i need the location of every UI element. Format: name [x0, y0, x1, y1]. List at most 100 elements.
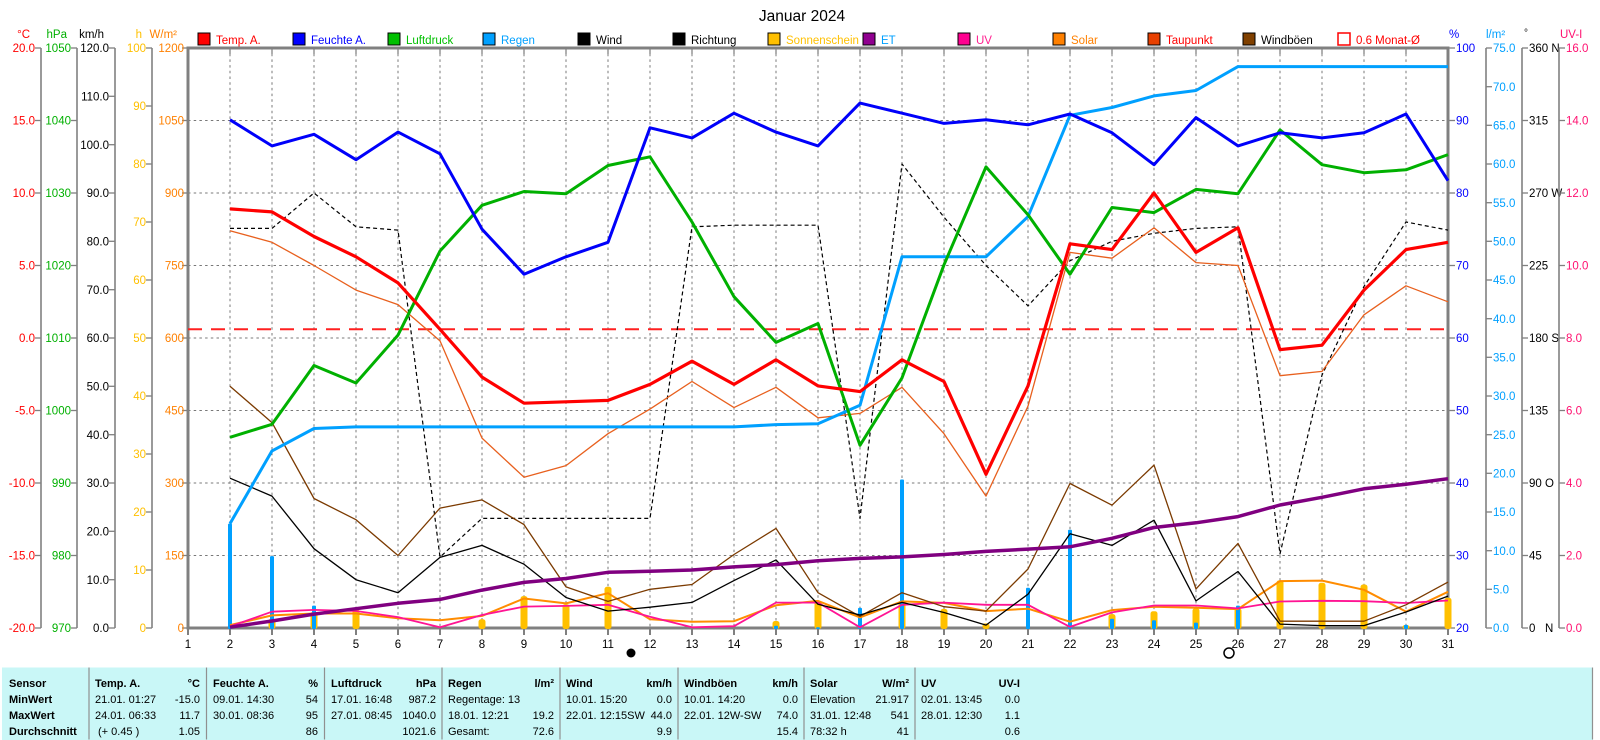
- svg-text:1021.6: 1021.6: [402, 726, 436, 738]
- svg-text:0.0: 0.0: [657, 694, 672, 706]
- svg-text:10.0: 10.0: [87, 575, 109, 587]
- svg-text:12.0: 12.0: [1566, 188, 1588, 200]
- svg-text:Windböen: Windböen: [1261, 35, 1313, 47]
- svg-text:Regen: Regen: [448, 678, 482, 690]
- svg-text:300: 300: [165, 478, 184, 490]
- svg-text:55.0: 55.0: [1493, 198, 1515, 210]
- svg-text:45.0: 45.0: [1493, 275, 1515, 287]
- svg-text:0.6: 0.6: [1005, 726, 1020, 738]
- svg-text:40.0: 40.0: [1493, 314, 1515, 326]
- svg-text:10: 10: [133, 565, 146, 577]
- svg-text:1040: 1040: [45, 116, 71, 128]
- svg-text:80: 80: [133, 159, 146, 171]
- svg-text:Regentage: 13: Regentage: 13: [448, 694, 520, 706]
- svg-text:75.0: 75.0: [1493, 43, 1515, 55]
- svg-text:27.01. 08:45: 27.01. 08:45: [331, 710, 392, 722]
- svg-text:1000: 1000: [45, 406, 71, 418]
- svg-text:Januar 2024: Januar 2024: [759, 8, 846, 25]
- svg-text:18.01. 12:21: 18.01. 12:21: [448, 710, 509, 722]
- svg-text:1: 1: [185, 639, 191, 651]
- svg-text:22: 22: [1064, 639, 1077, 651]
- svg-text:UV: UV: [921, 678, 937, 690]
- svg-text:10.0: 10.0: [1493, 546, 1515, 558]
- svg-text:50.0: 50.0: [1493, 237, 1515, 249]
- svg-text:MaxWert: MaxWert: [9, 710, 55, 722]
- svg-text:0: 0: [140, 623, 146, 635]
- svg-text:35.0: 35.0: [1493, 353, 1515, 365]
- svg-text:km/h: km/h: [79, 29, 104, 41]
- svg-text:ET: ET: [881, 35, 896, 47]
- svg-text:1020: 1020: [45, 261, 71, 273]
- svg-text:Taupunkt: Taupunkt: [1166, 35, 1213, 47]
- svg-text:Solar: Solar: [810, 678, 838, 690]
- svg-text:24: 24: [1148, 639, 1161, 651]
- svg-text:70.0: 70.0: [1493, 82, 1515, 94]
- svg-text:120.0: 120.0: [80, 43, 109, 55]
- svg-text:90.0: 90.0: [87, 188, 109, 200]
- svg-text:110.0: 110.0: [81, 92, 109, 104]
- svg-text:25.0: 25.0: [1493, 430, 1515, 442]
- svg-text:Luftdruck: Luftdruck: [406, 35, 454, 47]
- svg-text:3: 3: [269, 639, 275, 651]
- svg-text:l/m²: l/m²: [534, 678, 554, 690]
- svg-text:Sonnenschein: Sonnenschein: [786, 35, 859, 47]
- svg-text:19: 19: [938, 639, 951, 651]
- svg-text:65.0: 65.0: [1493, 121, 1515, 133]
- svg-text:100: 100: [127, 43, 146, 55]
- svg-text:18: 18: [896, 639, 909, 651]
- svg-text:10.01. 15:20: 10.01. 15:20: [566, 694, 627, 706]
- svg-text:-10.0: -10.0: [9, 478, 35, 490]
- svg-text:135: 135: [1529, 406, 1548, 418]
- svg-text:0.0: 0.0: [19, 333, 35, 345]
- svg-text:1010: 1010: [45, 333, 71, 345]
- svg-text:45: 45: [1529, 551, 1542, 563]
- svg-text:26: 26: [1232, 639, 1245, 651]
- svg-text:180 S: 180 S: [1529, 333, 1559, 345]
- svg-text:Wind: Wind: [566, 678, 593, 690]
- svg-text:1.1: 1.1: [1005, 710, 1020, 722]
- svg-text:41: 41: [897, 726, 909, 738]
- svg-text:°C: °C: [17, 29, 30, 41]
- svg-text:12: 12: [644, 639, 657, 651]
- svg-text:Solar: Solar: [1071, 35, 1098, 47]
- svg-text:20: 20: [133, 507, 146, 519]
- svg-text:70.0: 70.0: [87, 285, 109, 297]
- svg-text:8.0: 8.0: [1566, 333, 1582, 345]
- svg-text:600: 600: [165, 333, 184, 345]
- svg-text:2: 2: [227, 639, 233, 651]
- svg-text:0: 0: [1529, 623, 1535, 635]
- svg-text:-15.0: -15.0: [9, 551, 35, 563]
- svg-text:0.0: 0.0: [1493, 623, 1509, 635]
- svg-text:40: 40: [133, 391, 146, 403]
- svg-text:21.01. 01:27: 21.01. 01:27: [95, 694, 156, 706]
- svg-text:%: %: [1449, 29, 1459, 41]
- svg-text:1040.0: 1040.0: [402, 710, 436, 722]
- svg-text:4.0: 4.0: [1566, 478, 1582, 490]
- svg-text:hPa: hPa: [47, 29, 68, 41]
- svg-text:750: 750: [165, 261, 184, 273]
- svg-text:1.05: 1.05: [179, 726, 200, 738]
- svg-text:14: 14: [728, 639, 741, 651]
- svg-text:8: 8: [479, 639, 485, 651]
- svg-text:h: h: [136, 29, 142, 41]
- svg-text:23: 23: [1106, 639, 1119, 651]
- svg-text:987.2: 987.2: [408, 694, 436, 706]
- svg-text:20.0: 20.0: [87, 527, 109, 539]
- svg-text:970: 970: [52, 623, 71, 635]
- svg-text:30: 30: [1400, 639, 1413, 651]
- svg-text:86: 86: [306, 726, 318, 738]
- svg-text:MinWert: MinWert: [9, 694, 53, 706]
- svg-text:N: N: [1545, 623, 1553, 635]
- svg-text:(+ 0.45 ): (+ 0.45 ): [98, 726, 139, 738]
- svg-text:541: 541: [891, 710, 909, 722]
- svg-text:31.01. 12:48: 31.01. 12:48: [810, 710, 871, 722]
- svg-text:14.0: 14.0: [1566, 116, 1588, 128]
- svg-text:25: 25: [1190, 639, 1203, 651]
- svg-text:74.0: 74.0: [777, 710, 798, 722]
- svg-text:225: 225: [1529, 261, 1548, 273]
- svg-text:°: °: [1524, 28, 1528, 39]
- svg-text:10.0: 10.0: [1566, 261, 1588, 273]
- svg-text:2.0: 2.0: [1566, 551, 1582, 563]
- svg-text:22.01. 12:15SW: 22.01. 12:15SW: [566, 710, 646, 722]
- svg-text:80.0: 80.0: [87, 237, 109, 249]
